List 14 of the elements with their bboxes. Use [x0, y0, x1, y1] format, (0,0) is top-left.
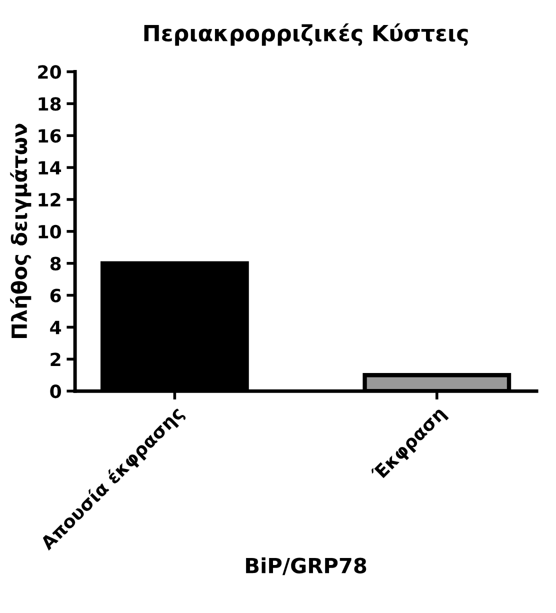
y-tick-label: 18 — [38, 97, 61, 111]
chart-title: Περιακρορριζικές Κύστεις — [144, 23, 468, 46]
y-tick-label: 10 — [38, 224, 62, 239]
y-tick-label: 16 — [38, 129, 61, 143]
y-tick-label: 8 — [50, 256, 61, 270]
y-tick-label: 14 — [38, 161, 62, 174]
y-tick-label: 4 — [50, 320, 62, 334]
y-tick-label: 2 — [50, 352, 60, 366]
y-tick-label: 12 — [38, 192, 60, 206]
y-tick-label: 6 — [50, 288, 61, 302]
y-axis-title: Πλήθος δειγμάτων — [10, 124, 32, 338]
x-axis-title: BiP/GRP78 — [246, 557, 366, 576]
y-tick-label: 20 — [38, 65, 62, 79]
y-tick-label: 0 — [50, 384, 61, 398]
